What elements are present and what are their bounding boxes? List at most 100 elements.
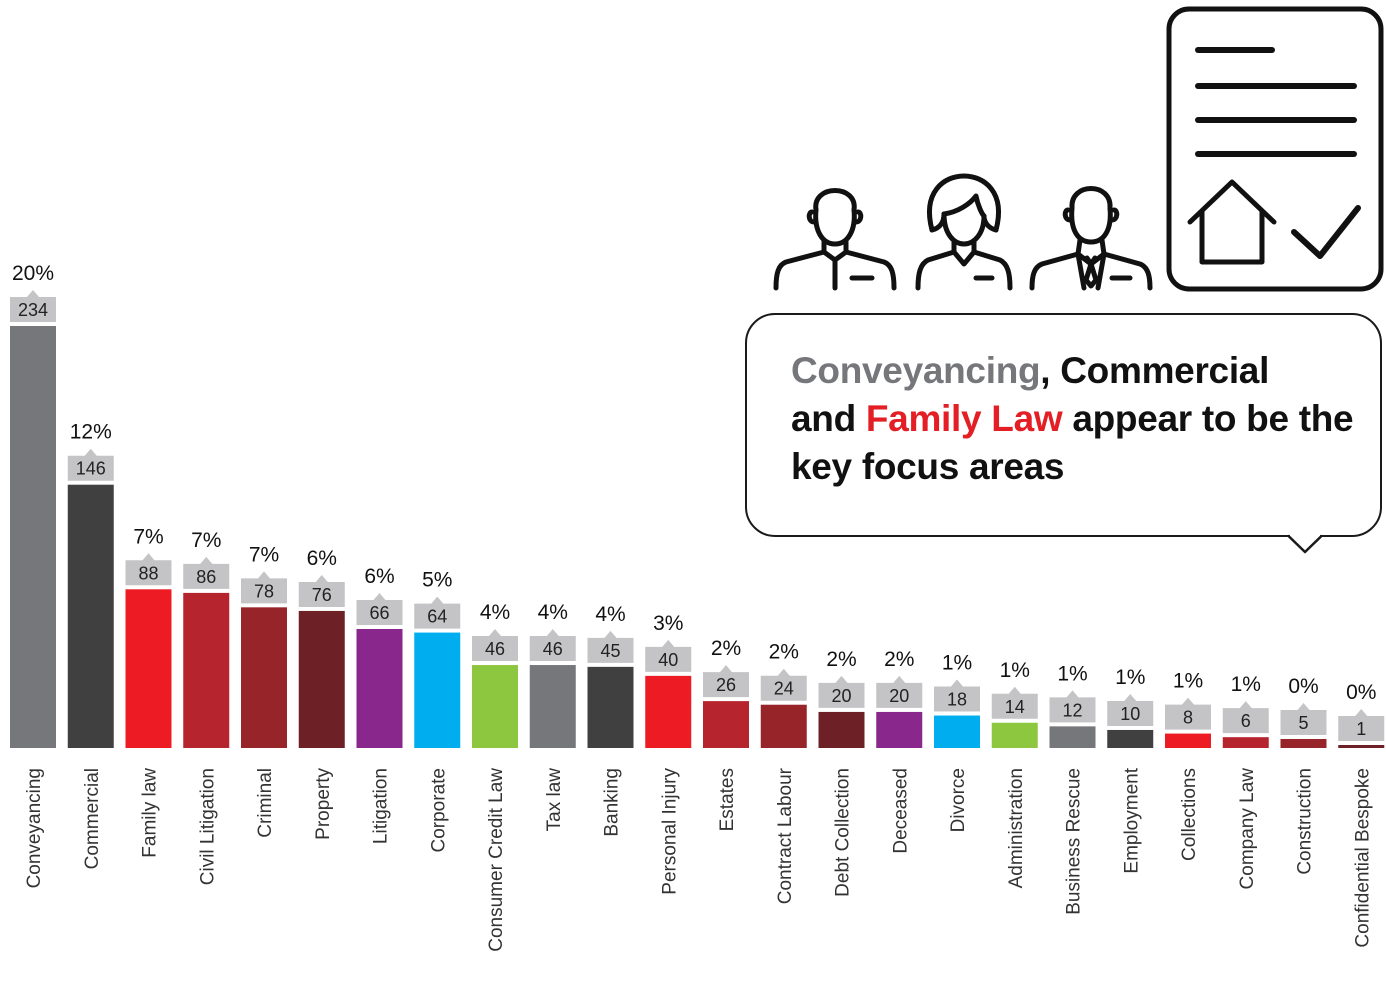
count-label: 8	[1183, 708, 1193, 728]
bar	[241, 607, 287, 748]
count-label-tag	[1280, 702, 1327, 735]
category-label: Consumer Credit Law	[486, 768, 507, 952]
category-label: Administration	[1006, 768, 1027, 888]
count-label-tag	[645, 639, 692, 672]
bar	[818, 711, 865, 748]
count-label: 234	[18, 300, 48, 320]
callout-text: Conveyancing, Commercial and Family Law a…	[791, 347, 1361, 491]
count-label: 88	[138, 563, 158, 583]
count-label-tag	[241, 571, 287, 604]
count-label-tag	[183, 556, 230, 589]
count-label-tag	[760, 668, 807, 701]
bar	[876, 711, 923, 748]
percent-label: 4%	[538, 601, 568, 624]
bar	[587, 666, 634, 748]
count-label-tag	[876, 675, 923, 708]
percent-label: 6%	[364, 565, 394, 588]
count-label-tag	[1222, 701, 1269, 734]
count-label: 46	[485, 639, 505, 659]
percent-label: 1%	[942, 652, 972, 675]
bar	[645, 675, 692, 748]
count-label: 76	[312, 585, 332, 605]
callout-highlight-conveyancing: Conveyancing	[791, 350, 1041, 391]
count-label-tag	[414, 596, 461, 629]
bar	[10, 326, 56, 748]
bar	[760, 704, 807, 748]
count-label: 46	[543, 639, 563, 659]
callout-tail	[1288, 534, 1322, 554]
person-suit-icon	[1029, 186, 1153, 291]
bar	[1165, 733, 1211, 748]
count-label: 86	[196, 567, 216, 587]
callout-highlight-family-law: Family Law	[865, 398, 1063, 439]
person-female-icon	[915, 173, 1013, 291]
percent-label: 1%	[1057, 662, 1087, 685]
percent-label: 12%	[70, 421, 112, 444]
bar	[356, 628, 403, 748]
category-label: Property	[313, 768, 334, 840]
percent-label: 2%	[826, 648, 856, 671]
percent-label: 0%	[1288, 675, 1318, 698]
percent-label: 5%	[422, 569, 452, 592]
category-label: Debt Collection	[833, 768, 854, 897]
count-label-tag	[587, 630, 634, 663]
count-label: 20	[889, 686, 909, 706]
percent-label: 2%	[711, 637, 741, 660]
bar	[529, 665, 576, 748]
bar	[1049, 726, 1096, 748]
count-label-tag	[703, 665, 749, 698]
category-label: Business Rescue	[1064, 768, 1085, 915]
percent-label: 4%	[595, 603, 625, 626]
callout-text-commercial: , Commercial	[1040, 350, 1270, 391]
count-label-tag	[10, 290, 56, 322]
bar	[1338, 745, 1385, 748]
percent-label: 1%	[1115, 666, 1145, 689]
count-label: 6	[1241, 711, 1251, 731]
count-label: 78	[254, 581, 274, 601]
bar	[1222, 737, 1269, 748]
bar	[703, 701, 749, 748]
bar	[298, 610, 345, 748]
count-label: 12	[1062, 700, 1082, 720]
count-label: 45	[600, 641, 620, 661]
percent-label: 20%	[12, 262, 54, 285]
category-label: Collections	[1179, 768, 1200, 861]
callout-box: Conveyancing, Commercial and Family Law a…	[745, 313, 1382, 537]
category-label: Commercial	[82, 768, 103, 869]
count-label-tag	[934, 679, 980, 712]
bar	[67, 484, 114, 748]
bar	[414, 632, 461, 748]
count-label: 24	[774, 679, 794, 699]
category-label: Personal Injury	[659, 768, 680, 895]
percent-label: 1%	[1231, 673, 1261, 696]
percent-label: 2%	[884, 648, 914, 671]
bar	[472, 665, 518, 748]
count-label: 64	[427, 607, 447, 627]
person-male-icon	[773, 188, 897, 291]
document-house-check-icon	[1166, 6, 1384, 292]
count-label-tag	[1165, 697, 1211, 730]
bar	[991, 722, 1038, 748]
bar	[125, 589, 172, 748]
bar	[183, 592, 230, 748]
count-label: 10	[1120, 704, 1140, 724]
callout-text-rest: appear to be the key focus areas	[791, 398, 1354, 487]
percent-label: 1%	[1000, 659, 1030, 682]
category-label: Estates	[717, 768, 738, 831]
count-label-tag	[298, 574, 345, 607]
count-label: 1	[1356, 719, 1366, 739]
count-label-tag	[991, 686, 1038, 719]
bar	[1107, 729, 1154, 748]
percent-label: 2%	[769, 641, 799, 664]
category-label: Conveyancing	[24, 768, 45, 888]
count-label-tag	[356, 592, 403, 625]
count-label: 5	[1298, 713, 1308, 733]
category-label: Civil Litigation	[197, 768, 218, 885]
bar	[1280, 738, 1327, 748]
count-label-tag	[125, 553, 172, 586]
category-label: Corporate	[428, 768, 449, 853]
category-label: Tax law	[544, 768, 565, 832]
count-label: 20	[831, 686, 851, 706]
category-label: Banking	[602, 768, 623, 837]
